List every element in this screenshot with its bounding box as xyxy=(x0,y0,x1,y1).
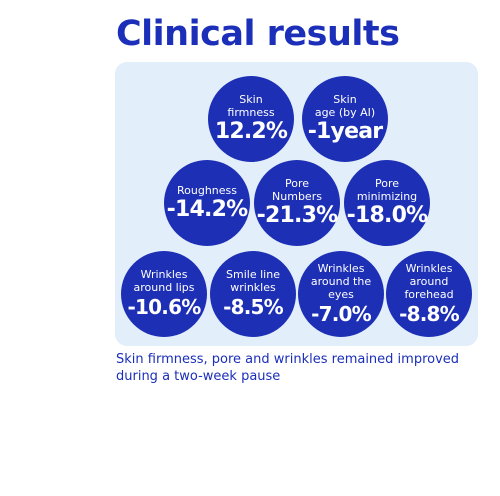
result-value: -21.3% xyxy=(256,203,338,228)
result-label: Pore Numbers xyxy=(272,177,322,203)
result-wrinkles-lips: Wrinkles around lips -10.6% xyxy=(121,251,207,337)
result-value: -14.2% xyxy=(166,196,248,222)
result-value: -1year xyxy=(307,119,383,144)
result-label: Roughness xyxy=(176,183,237,197)
result-label: Skin age (by AI) xyxy=(314,93,376,119)
result-skin-age: Skin age (by AI) -1year xyxy=(302,76,388,162)
result-roughness: Roughness -14.2% xyxy=(164,160,250,246)
result-value: -8.8% xyxy=(399,301,460,326)
result-label: Pore minimizing xyxy=(356,177,418,203)
result-label: Wrinkles around lips xyxy=(133,268,195,294)
result-pore-minimizing: Pore minimizing -18.0% xyxy=(344,160,430,246)
result-value: -7.0% xyxy=(311,301,372,326)
result-label: Wrinkles around the eyes xyxy=(310,261,372,301)
result-value: 12.2% xyxy=(214,119,288,144)
result-wrinkles-eyes: Wrinkles around the eyes -7.0% xyxy=(298,251,384,337)
result-value: -8.5% xyxy=(223,295,284,319)
result-label: Wrinkles around forehead xyxy=(404,261,454,301)
result-wrinkles-forehead: Wrinkles around forehead -8.8% xyxy=(386,251,472,337)
result-smile-line: Smile line wrinkles -8.5% xyxy=(210,251,296,337)
result-value: -18.0% xyxy=(346,203,428,228)
result-pore-numbers: Pore Numbers -21.3% xyxy=(254,160,340,246)
result-label: Smile line wrinkles xyxy=(226,268,280,294)
result-label: Skin firmness xyxy=(227,93,275,119)
result-value: -10.6% xyxy=(127,295,202,319)
result-skin-firmness: Skin firmness 12.2% xyxy=(208,76,294,162)
page-title: Clinical results xyxy=(116,14,400,54)
results-caption: Skin firmness, pore and wrinkles remaine… xyxy=(116,352,460,384)
